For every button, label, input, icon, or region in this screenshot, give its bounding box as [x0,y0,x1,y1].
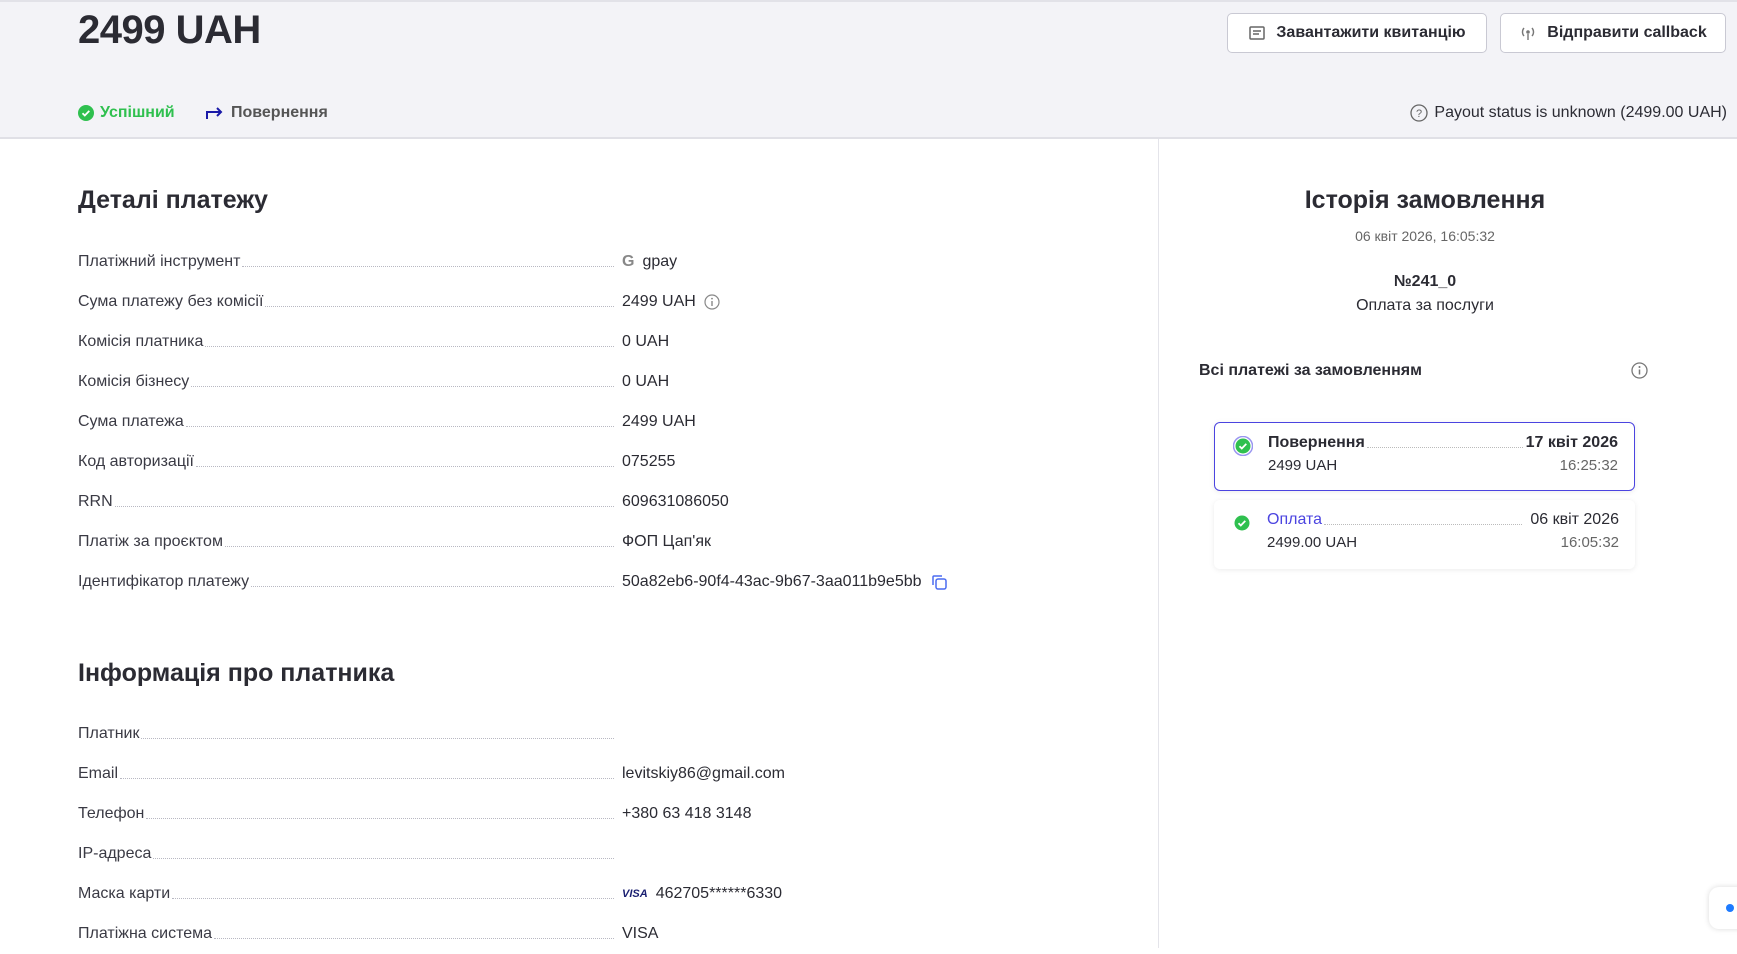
detail-row: Комісія платника 0 UAH [78,322,978,362]
detail-row: Сума платежа 2499 UAH [78,402,978,442]
all-payments-label: Всі платежі за замовленням [1199,362,1422,379]
detail-row: Телефон +380 63 418 3148 [78,794,978,834]
info-icon[interactable] [704,294,720,310]
status-success-label: Успішний [100,104,175,121]
detail-row: RRN 609631086050 [78,482,978,522]
broadcast-icon [1522,27,1535,40]
payout-status: ? Payout status is unknown (2499.00 UAH) [1410,104,1727,122]
payment-details-title: Деталі платежу [78,186,268,214]
payment-card[interactable]: Повернення 2499 UAH 17 квіт 2026 16:25:32 [1214,422,1635,491]
detail-row: Ідентифікатор платежу 50a82eb6-90f4-43ac-… [78,562,978,602]
detail-label: RRN [78,493,115,511]
detail-label: Комісія бізнесу [78,373,192,391]
detail-label: IP-адреса [78,845,154,863]
detail-row: Код авторизації 075255 [78,442,978,482]
order-description: Оплата за послуги [1356,297,1494,314]
payment-type[interactable]: Оплата [1267,511,1323,528]
detail-label: Платник [78,725,142,743]
detail-label: Email [78,765,121,783]
order-number: №241_0 [1393,273,1457,290]
panel-divider [1158,139,1159,948]
detail-label: Сума платежа [78,413,186,431]
detail-value: 0 UAH [622,373,670,390]
detail-row: Платіж за проєктом ФОП Цап'як [78,522,978,562]
detail-label: Платіж за проєктом [78,533,225,551]
payment-amount: 2499.00 UAH [1267,534,1358,551]
google-icon: G [622,253,635,270]
payment-amount: 2499 UAH [1268,457,1338,474]
detail-value: 2499 UAH [622,413,696,430]
detail-label: Платіжна система [78,925,215,943]
detail-row: Комісія бізнесу 0 UAH [78,362,978,402]
detail-value: VISA [622,925,659,942]
payment-date: 17 квіт 2026 [1525,434,1618,451]
question-circle-icon[interactable]: ? [1410,104,1429,122]
svg-text:?: ? [1416,108,1422,120]
copy-icon[interactable] [930,573,948,591]
payout-status-text: Payout status is unknown (2499.00 UAH) [1434,104,1727,121]
detail-value: levitskiy86@gmail.com [622,765,785,782]
detail-row: Платник [78,714,978,754]
detail-value: gpay [642,253,678,270]
payment-card[interactable]: Оплата 2499.00 UAH 06 квіт 2026 16:05:32 [1214,500,1635,569]
detail-label: Телефон [78,805,147,823]
payment-header: 2499 UAH Завантажити квитанцію Відправит… [0,0,1737,139]
receipt-icon [1249,26,1266,40]
detail-label: Код авторизації [78,453,196,471]
detail-value: +380 63 418 3148 [622,805,752,822]
check-circle-icon [1234,515,1250,531]
notification-dot [1726,904,1734,912]
detail-value: 0 UAH [622,333,670,350]
status-refund-label: Повернення [231,104,328,121]
detail-label: Ідентифікатор платежу [78,573,252,591]
payment-time: 16:05:32 [1560,534,1619,551]
detail-label: Сума платежу без комісії [78,293,266,311]
payment-type: Повернення [1268,434,1365,451]
detail-label: Платіжний інструмент [78,253,243,271]
detail-value: 462705******6330 [655,885,783,902]
payer-info-title: Інформація про платника [78,659,395,687]
info-icon[interactable] [1631,362,1648,379]
detail-row: Маска карти VISA 462705******6330 [78,874,978,914]
order-date: 06 квіт 2026, 16:05:32 [1355,228,1495,244]
check-circle-icon [78,105,94,121]
chat-widget-button[interactable] [1709,887,1737,929]
order-history-title: Історія замовлення [1304,186,1546,214]
download-receipt-button[interactable]: Завантажити квитанцію [1227,13,1487,53]
send-callback-button[interactable]: Відправити callback [1500,13,1726,53]
detail-label: Комісія платника [78,333,206,351]
detail-value: 2499 UAH [622,293,696,310]
detail-label: Маска карти [78,885,173,903]
detail-row: Платіжна система VISA [78,914,978,954]
refund-arrow-icon [206,107,223,119]
payment-amount: 2499 UAH [78,8,261,52]
detail-row: Email levitskiy86@gmail.com [78,754,978,794]
detail-value: ФОП Цап'як [622,533,712,550]
download-receipt-label: Завантажити квитанцію [1276,24,1466,41]
status-badge-success: Успішний [78,104,175,122]
detail-row: IP-адреса [78,834,978,874]
check-circle-icon [1233,436,1253,456]
detail-row: Сума платежу без комісії 2499 UAH [78,282,978,322]
detail-value: 609631086050 [622,493,729,510]
payment-time: 16:25:32 [1559,457,1618,474]
detail-value[interactable]: 50a82eb6-90f4-43ac-9b67-3aa011b9e5bb [622,573,922,590]
detail-value: 075255 [622,453,676,470]
visa-icon: VISA [622,888,648,900]
payment-date: 06 квіт 2026 [1530,511,1619,528]
send-callback-label: Відправити callback [1547,24,1707,41]
payer-info-list: Платник Email levitskiy86@gmail.com Телефон… [78,714,978,954]
status-badge-refund: Повернення [205,104,328,122]
